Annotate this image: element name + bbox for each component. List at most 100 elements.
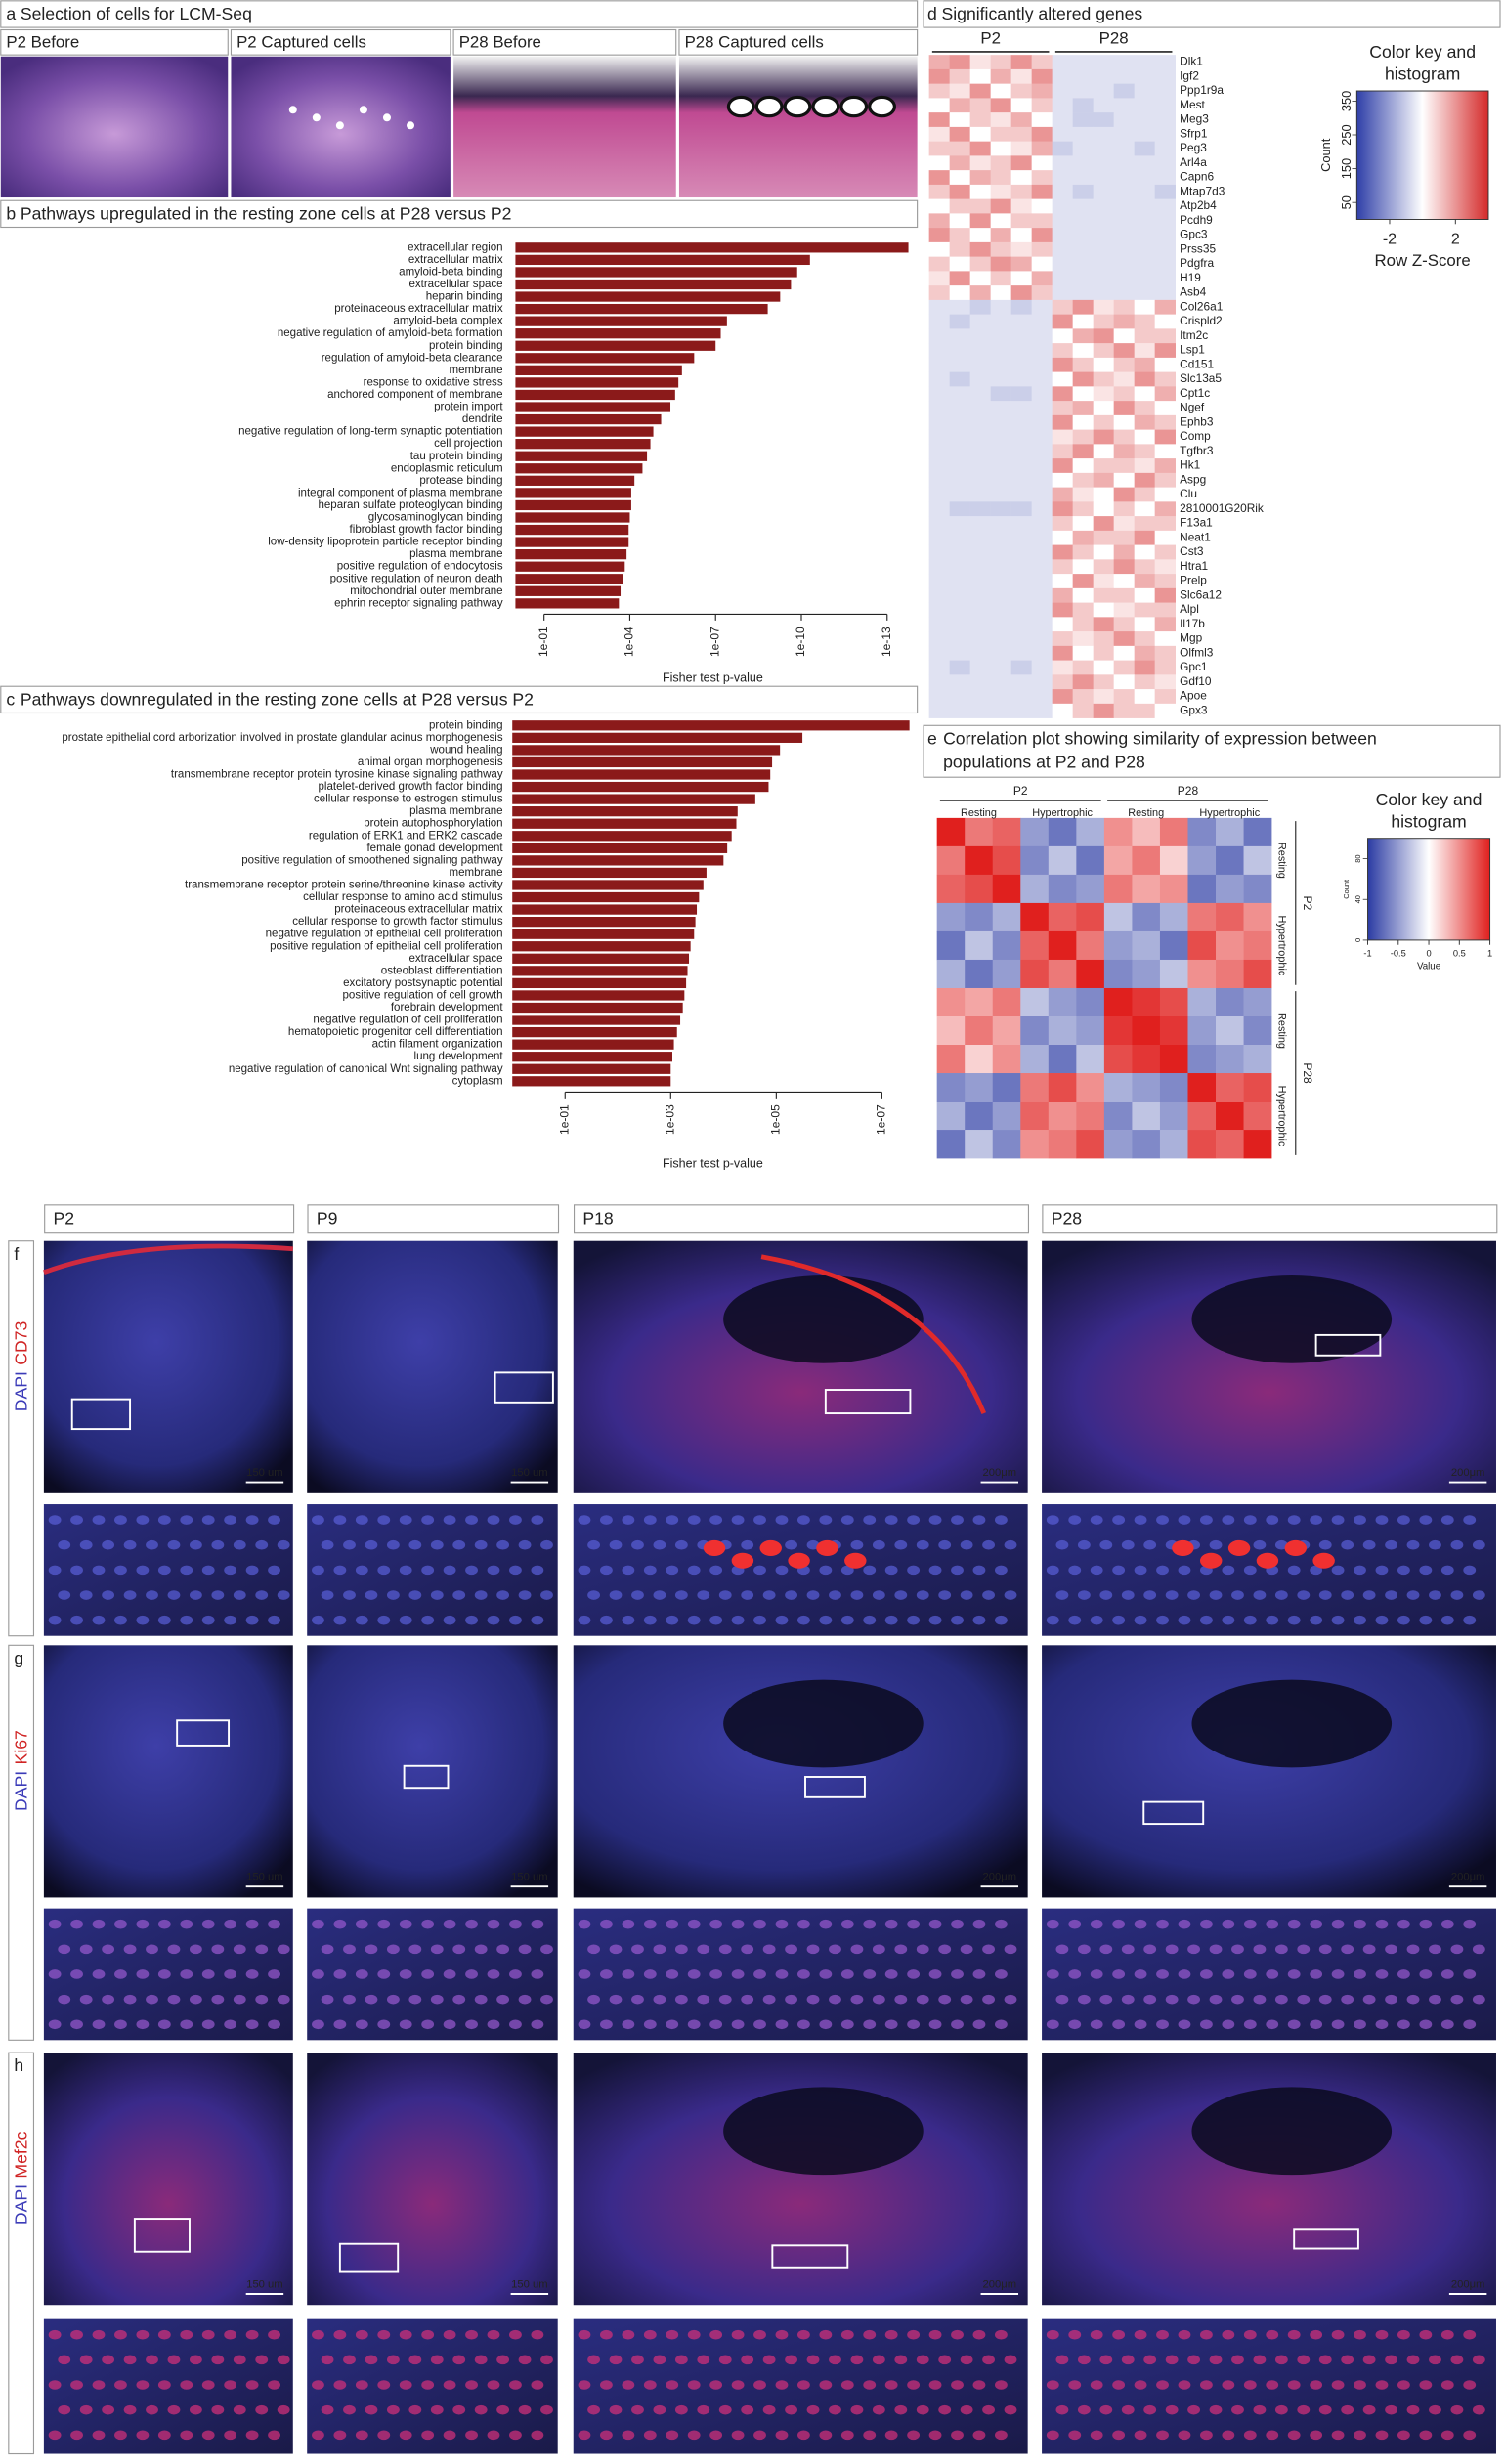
heatmap-cell (1154, 660, 1176, 675)
nucleus (487, 1969, 500, 1979)
correlation-cell (992, 1045, 1021, 1074)
nucleus (840, 1919, 854, 1929)
colorbar-tick-label: 0 (1354, 938, 1362, 942)
correlation-cell (1216, 874, 1244, 904)
nucleus (1121, 2355, 1135, 2365)
heatmap-cell (969, 141, 991, 156)
nucleus (92, 1919, 106, 1929)
nucleus (1143, 2404, 1157, 2415)
nucleus (938, 1994, 952, 2005)
nucleus (312, 2430, 324, 2441)
nucleus (1331, 1969, 1345, 1979)
nucleus (1341, 1539, 1354, 1550)
nucleus (1310, 1919, 1323, 1929)
nucleus (355, 2430, 368, 2441)
nucleus (697, 2355, 710, 2365)
nucleus (1406, 1944, 1420, 1955)
heatmap-cell (969, 501, 991, 517)
nucleus (622, 1969, 635, 1979)
captured-cell (811, 95, 840, 118)
nucleus (58, 2355, 71, 2365)
nucleus (312, 2380, 324, 2390)
stain-label: DAPIKi67 (11, 1730, 30, 1811)
heatmap-cell (1113, 487, 1135, 502)
heatmap-cell (1113, 83, 1135, 99)
correlation-cell (992, 1016, 1021, 1046)
heatmap-cell (1052, 487, 1073, 502)
heatmap-cell (1154, 444, 1176, 459)
heatmap-cell (1010, 559, 1032, 575)
heatmap-cell (1010, 674, 1032, 690)
nucleus (1385, 1994, 1397, 2005)
nucleus (840, 1515, 854, 1525)
heatmap-cell (1010, 574, 1032, 589)
bar (515, 279, 792, 290)
nucleus (1297, 2404, 1311, 2415)
heatmap-cell (928, 228, 950, 243)
subgroup-label: Resting (1128, 807, 1164, 819)
heatmap-cell (949, 285, 970, 301)
nucleus (70, 2380, 83, 2390)
nucleus (1209, 2355, 1223, 2365)
heatmap-cell (969, 343, 991, 359)
heatmap-cell (928, 674, 950, 690)
correlation-cell (965, 874, 994, 904)
nucleus (233, 1994, 246, 2005)
correlation-cell (1103, 1016, 1133, 1046)
nucleus (1156, 1565, 1169, 1576)
heatmap-cell (1093, 645, 1114, 661)
nucleus (1099, 1590, 1113, 1600)
heatmap-cell (949, 213, 970, 229)
heatmap-cell (990, 631, 1011, 647)
correlation-cell (1243, 1130, 1272, 1159)
bar (515, 537, 629, 547)
correlation-cell (1103, 1130, 1133, 1159)
image-title: P2 Captured cells (236, 33, 366, 52)
captured-cell (288, 106, 297, 114)
heatmap-cell (1154, 689, 1176, 705)
correlation-cell (965, 902, 994, 932)
heatmap-cell (1113, 68, 1135, 84)
nucleus (245, 1969, 259, 1979)
heatmap-cell (1113, 98, 1135, 113)
heatmap-cell (1154, 501, 1176, 517)
heatmap-cell (1031, 674, 1053, 690)
heatmap-cell (1052, 587, 1073, 603)
heatmap-cell (1052, 83, 1073, 99)
bar (515, 439, 651, 450)
nucleus (377, 2430, 391, 2441)
heatmap-cell (990, 357, 1011, 372)
heatmap-cell (1113, 574, 1135, 589)
heatmap-cell (1010, 472, 1032, 488)
heatmap-cell (1072, 458, 1094, 474)
heatmap-cell (1134, 184, 1155, 199)
nucleus (1429, 2355, 1441, 2365)
heatmap-cell (928, 444, 950, 459)
captured-cell (783, 95, 812, 118)
nucleus (643, 2380, 657, 2390)
panel-frame (923, 0, 1501, 28)
nucleus (806, 1590, 820, 1600)
heatmap-cell (1134, 516, 1155, 532)
heatmap-cell (1031, 472, 1053, 488)
nucleus (201, 1565, 215, 1576)
column-group-label: P2 (980, 29, 1001, 48)
heatmap-cell (1093, 155, 1114, 171)
heatmap-cell (1072, 444, 1094, 459)
nucleus (907, 1565, 921, 1576)
nucleus (146, 2355, 158, 2365)
category-label: integral component of plasma membrane (298, 487, 503, 498)
heatmap-cell (1113, 602, 1135, 618)
selection-box (804, 1776, 866, 1798)
nucleus (58, 1590, 71, 1600)
heatmap-cell (1052, 228, 1073, 243)
heatmap-cell (1052, 256, 1073, 272)
nucleus (1354, 1969, 1366, 1979)
correlation-cell (1020, 1130, 1050, 1159)
heatmap-cell (1031, 371, 1053, 387)
nucleus (70, 1919, 83, 1929)
heatmap-cell (1072, 55, 1094, 70)
nucleus (245, 2019, 259, 2030)
category-label: plasma membrane (409, 805, 503, 817)
heatmap-cell (928, 501, 950, 517)
